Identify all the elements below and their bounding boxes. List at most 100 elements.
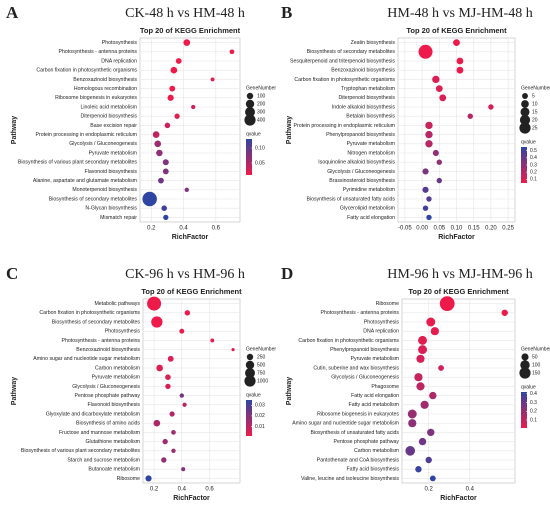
size-legend-key [519,114,531,126]
point [426,214,432,221]
category-label: Carbon metabolism [354,448,399,454]
point [156,364,163,372]
size-legend-label: 150 [532,370,541,376]
size-legend-label: 20 [532,117,538,123]
x-tick-label: 0.4 [178,487,187,493]
category-label: Ribosome [117,476,140,482]
panel-letter: D [281,264,293,283]
point [158,177,164,184]
size-legend-key [246,353,254,361]
size-legend-key [245,360,255,370]
category-label: Biosynthesis of secondary metabolites [49,196,138,202]
point [420,400,429,409]
point [162,159,169,166]
point [152,131,160,138]
category-label: Isoquinoline alkaloid biosynthesis [318,160,395,166]
category-label: Cutin, suberine and wax biosynthesis [313,365,399,371]
category-label: Amino sugar and nucleotide sugar metabol… [33,356,140,362]
category-label: Homologous recombination [74,86,137,92]
category-label: Carbon fixation in photosynthetic organi… [39,310,140,316]
category-label: Sesquiterpenoid and triterpenoid biosynt… [290,58,395,64]
point [167,94,174,101]
category-label: Fatty acid elongation [347,215,395,221]
point [432,149,439,157]
point [145,475,152,482]
point [422,186,429,193]
point [405,446,416,456]
category-label: Pentose phosphate pathway [75,393,141,399]
size-legend-key [244,375,256,387]
category-label: Metabolic pathways [94,301,140,307]
category-label: Nitrogen metabolism [347,150,395,156]
category-label: Glycolysis / Gluconeogenesis [69,141,137,147]
point [425,130,433,139]
category-label: Benzoxazinoid biosynthesis [76,347,140,353]
colorbar-label: 0.10 [255,145,265,151]
size-legend-title: GeneNumber [521,346,550,352]
category-label: Biosynthesis of various plant secondary … [21,448,140,454]
point [170,66,178,74]
point [179,328,185,334]
category-label: Biosynthesis of unsaturated fatty acids [306,196,395,202]
size-legend-key [520,107,530,117]
category-label: Pyrimidine metabolism [343,187,395,193]
point [171,448,176,453]
point [429,475,436,482]
plot-area [142,298,241,484]
category-label: Glutathione metabolism [86,439,141,445]
category-label: Carbon fixation in photosynthetic organi… [36,68,137,74]
x-tick-label: 0.25 [502,226,514,232]
colorbar [521,392,527,428]
colorbar-label: 0.1 [530,417,537,423]
size-legend-key [246,92,254,100]
size-legend-label: 100 [257,93,266,99]
point [183,39,191,46]
point [418,335,428,345]
colorbar-label: 0.02 [255,413,265,419]
colorbar-label: 0.3 [530,400,537,406]
point [429,391,437,400]
size-legend-label: 50 [532,354,538,360]
point [415,466,422,473]
category-label: Valine, leucine and isoleucine biosynthe… [301,476,399,482]
category-label: Protein processing in endoplasmic reticu… [294,123,396,129]
category-label: Pantothenate and CoA biosynthesis [317,457,400,463]
category-label: Mismatch repair [100,215,137,221]
size-legend-label: 15 [532,109,538,115]
size-legend-key [520,360,530,370]
size-legend-title: GeneNumber [521,85,550,91]
category-label: Glycolysis / Gluconeogenesis [327,169,395,175]
x-tick-label: 0.4 [466,487,475,493]
point [488,104,494,110]
point [427,428,435,437]
x-axis-label: RichFactor [172,234,209,241]
category-label: Carbon metabolism [95,365,140,371]
colorbar [246,139,252,175]
color-legend-title: qvalue [246,392,261,398]
point [501,309,508,316]
category-label: Zeatin biosynthesis [351,40,396,46]
point [453,39,460,46]
subtitle: Top 20 of KEGG Enrichment [141,287,242,296]
x-tick-label: 0.2 [425,487,434,493]
colorbar-label: 0.2 [530,409,537,415]
point [179,393,184,398]
point [162,438,168,445]
category-label: Flavonoid biosynthesis [85,169,138,175]
size-legend-label: 400 [257,117,266,123]
category-label: Brassinosteroid biosynthesis [329,178,395,184]
panel-title: CK-48 h vs HM-48 h [125,6,245,21]
size-legend-label: 25 [532,125,538,131]
point [153,419,161,427]
size-legend-label: 300 [257,109,266,115]
category-label: Pyruvate metabolism [89,150,137,156]
colorbar-label: 0.01 [255,424,265,430]
category-label: Glycolysis / Gluconeogenesis [72,384,140,390]
point [422,205,429,211]
colorbar-label: 0.1 [530,177,537,183]
color-legend-title: qvalue [246,131,261,137]
x-tick-label: 0.05 [433,226,445,232]
color-legend-title: qvalue [521,384,536,390]
subtitle: Top 20 of KEGG Enrichment [140,26,241,35]
